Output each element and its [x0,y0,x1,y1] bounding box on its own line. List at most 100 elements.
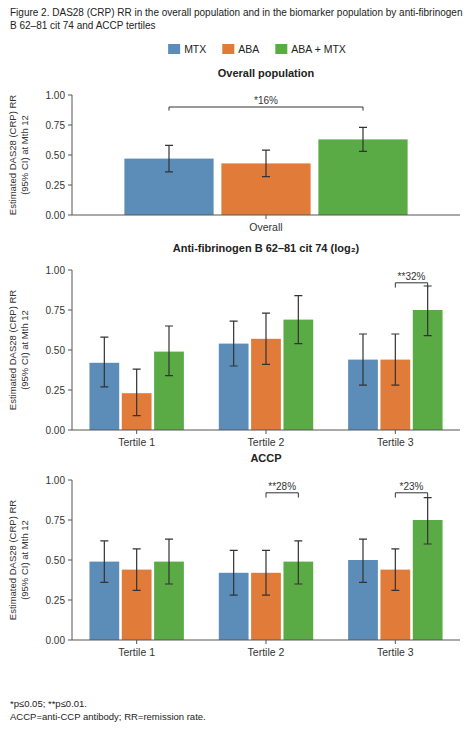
x-tick-label: Tertile 3 [377,436,414,448]
legend-label: ABA + MTX [291,43,346,55]
y-tick-label: 0.50 [46,345,66,356]
y-tick [68,125,72,126]
error-bar [165,326,173,376]
y-axis-label: (95% CI) at Mth 12 [19,115,30,195]
y-tick-label: 0.75 [46,305,66,316]
error-bar [424,286,432,336]
y-tick [68,95,72,96]
y-axis-label: Estimated DAS28 (CRP) RR [7,290,18,411]
error-bar [262,313,270,364]
y-tick [68,185,72,186]
y-tick [68,560,72,561]
x-tick-label: Tertile 2 [248,646,285,658]
y-tick-label: 0.50 [46,150,66,161]
y-tick-label: 0.50 [46,555,66,566]
legend-swatch [168,44,180,54]
error-bar [262,150,270,176]
background [0,0,474,734]
y-tick-label: 0.00 [46,635,66,646]
error-bar [294,296,302,344]
y-tick-label: 0.75 [46,120,66,131]
footnote-line: *p≤0.05; **p≤0.01. [10,698,87,709]
y-tick-label: 0.00 [46,210,66,221]
y-axis-label: Estimated DAS28 (CRP) RR [7,95,18,216]
y-axis-label: (95% CI) at Mth 12 [19,520,30,600]
y-tick-label: 0.00 [46,425,66,436]
x-tick [395,640,396,644]
significance-bracket [266,493,298,498]
error-bar [100,337,108,387]
x-tick [395,430,396,434]
y-tick [68,640,72,641]
error-bar [133,369,141,415]
x-tick [136,640,137,644]
plot-area [89,498,442,640]
panel: Overall population Estimated DAS28 (CRP) … [7,67,460,233]
footnote-line: ACCP=anti-CCP antibody; RR=remission rat… [10,711,206,722]
error-bar [165,145,173,171]
plot-area [124,127,407,215]
x-tick-label: Tertile 1 [118,646,155,658]
legend-item: MTX [168,43,206,55]
y-tick-label: 1.00 [46,90,66,101]
x-tick [266,215,267,219]
error-bar [391,549,399,591]
annotation: **32% [398,271,426,282]
y-tick [68,520,72,521]
significance-bracket [395,493,427,498]
figure: Figure 2. DAS28 (CRP) RR in the overall … [0,0,474,734]
legend-item: ABA [222,43,259,55]
error-bar [359,127,367,151]
y-tick [68,155,72,156]
error-bar [230,321,238,366]
panel: ACCPEstimated DAS28 (CRP) RR(95% CI) at … [7,452,460,658]
error-bar [133,549,141,591]
y-tick [68,390,72,391]
legend-swatch [222,44,234,54]
annotation: **28% [268,481,296,492]
legend: MTX ABA ABA + MTX [168,43,346,55]
y-axis-line [72,480,73,640]
y-tick [68,350,72,351]
y-tick [68,270,72,271]
annotation: *23% [400,481,424,492]
figure-title: Figure 2. DAS28 (CRP) RR in the overall … [10,7,462,31]
plot-area [89,286,442,430]
panel: Anti-fibrinogen B 62–81 cit 74 (log₂) Est… [7,242,460,448]
error-bar [359,334,367,385]
y-tick [68,310,72,311]
legend-label: MTX [184,43,206,55]
x-tick-label: Tertile 2 [248,436,285,448]
x-tick-label: Tertile 1 [118,436,155,448]
x-tick-label: Overall [249,221,282,233]
y-tick [68,480,72,481]
significance-bracket [395,283,427,288]
y-tick-label: 0.25 [46,595,66,606]
x-tick [266,430,267,434]
error-bar [391,334,399,385]
figure-title-line: B 62–81 cit 74 and ACCP tertiles [10,20,155,31]
y-tick [68,600,72,601]
legend-item: ABA + MTX [275,43,346,55]
y-axis-line [72,270,73,430]
error-bar [262,550,270,595]
x-tick [266,640,267,644]
figure-title-line: Figure 2. DAS28 (CRP) RR in the overall … [10,7,462,18]
y-axis-line [72,95,73,215]
y-tick [68,430,72,431]
y-tick-label: 0.75 [46,515,66,526]
significance-bracket [169,107,363,111]
error-bar [424,498,432,544]
y-tick-label: 0.25 [46,180,66,191]
y-axis-label: (95% CI) at Mth 12 [19,310,30,390]
panel-title: Anti-fibrinogen B 62–81 cit 74 (log₂) [173,242,360,254]
footnote: *p≤0.05; **p≤0.01. ACCP=anti-CCP antibody… [10,698,206,722]
error-bar [359,539,367,582]
legend-swatch [275,44,287,54]
error-bar [165,539,173,584]
panel-title: Overall population [218,67,315,79]
error-bar [100,541,108,583]
error-bar [230,550,238,595]
y-tick-label: 1.00 [46,475,66,486]
panel-title: ACCP [250,452,281,464]
